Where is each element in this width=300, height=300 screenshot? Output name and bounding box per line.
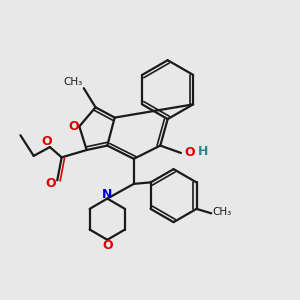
Text: O: O bbox=[69, 120, 79, 133]
Text: O: O bbox=[102, 239, 112, 252]
Text: H: H bbox=[198, 145, 208, 158]
Text: CH₃: CH₃ bbox=[64, 77, 83, 87]
Text: O: O bbox=[41, 135, 52, 148]
Text: O: O bbox=[46, 177, 56, 190]
Text: N: N bbox=[101, 188, 112, 201]
Text: CH₃: CH₃ bbox=[212, 207, 231, 218]
Text: O: O bbox=[184, 146, 195, 159]
